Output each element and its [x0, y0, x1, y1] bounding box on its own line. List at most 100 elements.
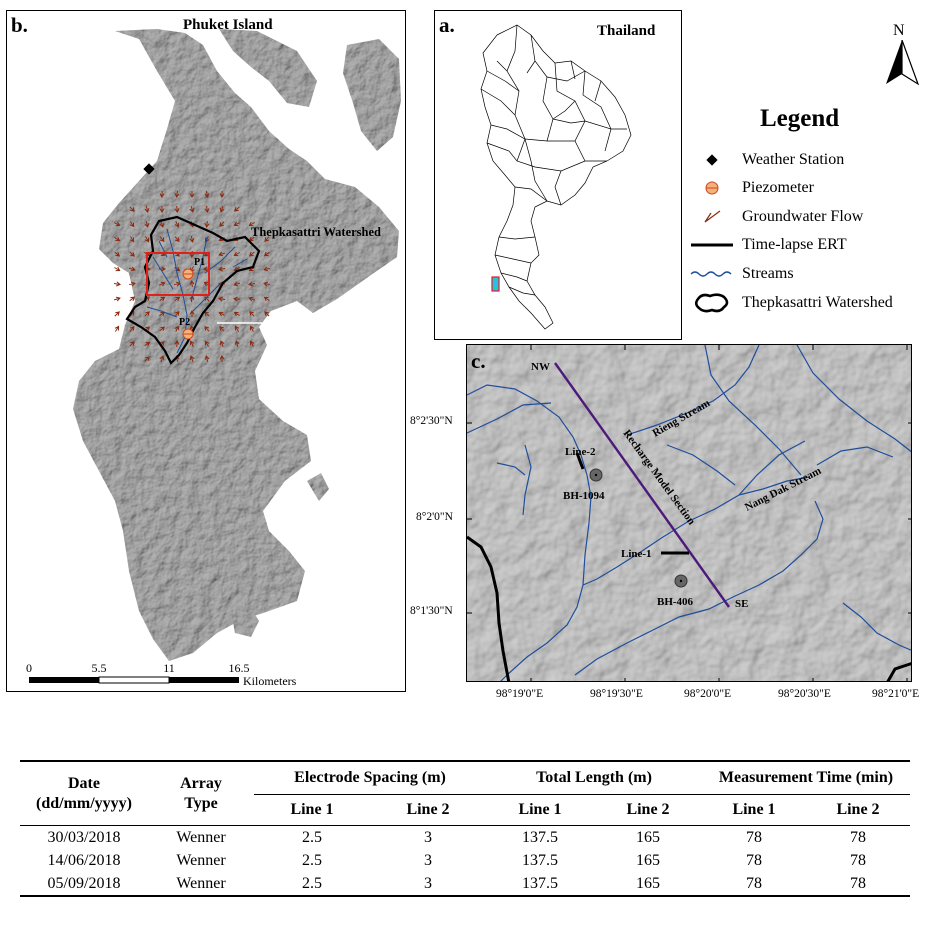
north-arrow-label: N: [893, 22, 905, 39]
flow-arrow: [204, 326, 210, 332]
flow-arrow: [248, 296, 255, 302]
cell-array: Wenner: [176, 851, 226, 869]
cell-length-1: 137.5: [522, 874, 558, 892]
array-header-line2: Type: [184, 794, 218, 812]
flow-arrow: [174, 325, 180, 332]
sub-header-time-line-2: Line 2: [836, 801, 880, 818]
flow-arrow: [129, 325, 135, 332]
panel-a-thailand-map: a. Thailand: [434, 10, 682, 340]
flow-arrow: [249, 340, 255, 347]
borehole-bh-406-marker: [674, 574, 688, 588]
flow-arrow: [159, 190, 165, 198]
array-type-header: Array Type: [148, 761, 254, 826]
legend-title: Legend: [760, 105, 840, 132]
lon-label-5: 98°21'0"E: [872, 688, 920, 700]
flow-arrow: [204, 205, 210, 213]
date-header: Date (dd/mm/yyyy): [20, 761, 148, 826]
panel-b-letter: b.: [11, 13, 28, 37]
study-area-svg: NW SE Rieng Stream Nang Dak Stream Recha…: [467, 345, 911, 681]
flow-arrow: [144, 220, 150, 228]
flow-arrow: [129, 251, 135, 257]
flow-arrow: [159, 220, 165, 228]
flow-arrow: [189, 191, 195, 198]
panel-b-phuket-map: P1 P2 0 5.5 11 16.5 Kilometers b. Phuket…: [6, 10, 406, 692]
north-arrow-icon: [886, 40, 920, 86]
watershed-outline-icon: [694, 293, 729, 313]
cell-time-1: 78: [746, 828, 762, 846]
terrain-background: [467, 345, 911, 681]
flow-arrow: [113, 281, 121, 287]
flow-arrow: [219, 326, 225, 332]
flow-arrow: [219, 340, 225, 347]
piezometer-icon: [705, 181, 719, 195]
legend-label: Thepkasattri Watershed: [742, 294, 893, 311]
flow-arrow: [248, 221, 255, 227]
flow-arrow: [174, 236, 180, 243]
legend-item-groundwater-flow: Groundwater Flow: [688, 204, 863, 230]
sub-header-spacing-line-2: Line 2: [406, 801, 450, 818]
cell-length-2: 165: [636, 828, 660, 846]
cell-time-1: 78: [746, 874, 762, 892]
flow-arrow: [129, 341, 135, 347]
piezometer-p2: [182, 328, 194, 340]
lon-label-3: 98°20'0"E: [684, 688, 732, 700]
cell-spacing-1: 2.5: [302, 828, 322, 846]
cell-date: 30/03/2018: [47, 828, 121, 846]
flow-arrow: [234, 325, 240, 332]
legend-label: Streams: [742, 265, 794, 282]
flow-arrow: [189, 235, 195, 243]
flow-arrow: [114, 236, 121, 242]
se-label: SE: [735, 598, 748, 610]
scale-bar: [29, 676, 239, 684]
total-length-header: Total Length (m): [486, 761, 702, 795]
flow-arrow: [233, 221, 240, 227]
cell-date: 14/06/2018: [47, 851, 121, 869]
flow-arrow: [159, 355, 165, 362]
watershed-boundary-corner: [886, 662, 911, 681]
scale-unit: Kilometers: [243, 674, 297, 688]
legend-label: Groundwater Flow: [742, 208, 864, 225]
panel-a-title: Thailand: [597, 23, 656, 39]
flow-arrow: [189, 280, 195, 288]
cell-spacing-2: 3: [424, 828, 432, 846]
lon-label-4: 98°20'30"E: [778, 688, 831, 700]
flow-arrow: [189, 310, 195, 317]
flow-arrow: [129, 206, 135, 212]
cell-time-2: 78: [850, 828, 866, 846]
flow-arrow: [233, 281, 241, 287]
lon-label-1: 98°19'0"E: [496, 688, 544, 700]
measurement-time-header: Measurement Time (min): [702, 761, 910, 795]
flow-arrow: [218, 311, 225, 317]
flow-arrow: [144, 356, 150, 362]
flow-arrow: [219, 221, 225, 227]
cell-length-2: 165: [636, 874, 660, 892]
date-format-label: (dd/mm/yyyy): [36, 794, 132, 812]
piezometer-p1: [182, 268, 194, 280]
flow-arrow: [233, 251, 240, 257]
flow-arrow: [174, 296, 181, 302]
flow-arrow: [249, 311, 255, 317]
flow-arrow: [204, 190, 210, 198]
flow-arrow: [248, 281, 256, 287]
cell-time-1: 78: [746, 851, 762, 869]
north-arrow: N: [882, 22, 922, 88]
flow-arrow: [233, 311, 240, 317]
cell-length-1: 137.5: [522, 828, 558, 846]
flow-arrow: [218, 251, 226, 257]
graticule-ticks: [467, 345, 911, 681]
scale-tick-3: 16.5: [229, 661, 250, 675]
legend-item-time-lapse-ert: Time-lapse ERT: [688, 232, 847, 258]
flow-arrow: [219, 190, 225, 198]
piezometer-p1-label: P1: [194, 257, 205, 268]
flow-arrow-icon: [704, 210, 721, 223]
flow-arrow: [204, 220, 210, 228]
flow-arrow: [264, 236, 270, 243]
panel-c-study-area-map: NW SE Rieng Stream Nang Dak Stream Recha…: [466, 344, 912, 682]
table-row: 05/09/2018 Wenner 2.5 3 137.5 165 78 78: [20, 872, 910, 896]
cell-spacing-2: 3: [424, 851, 432, 869]
flow-arrow: [159, 326, 166, 332]
watershed-boundary-segment: [467, 535, 511, 681]
piezometer-p2-label: P2: [179, 317, 190, 328]
flow-arrow: [249, 325, 255, 332]
legend-label: Time-lapse ERT: [742, 236, 847, 253]
